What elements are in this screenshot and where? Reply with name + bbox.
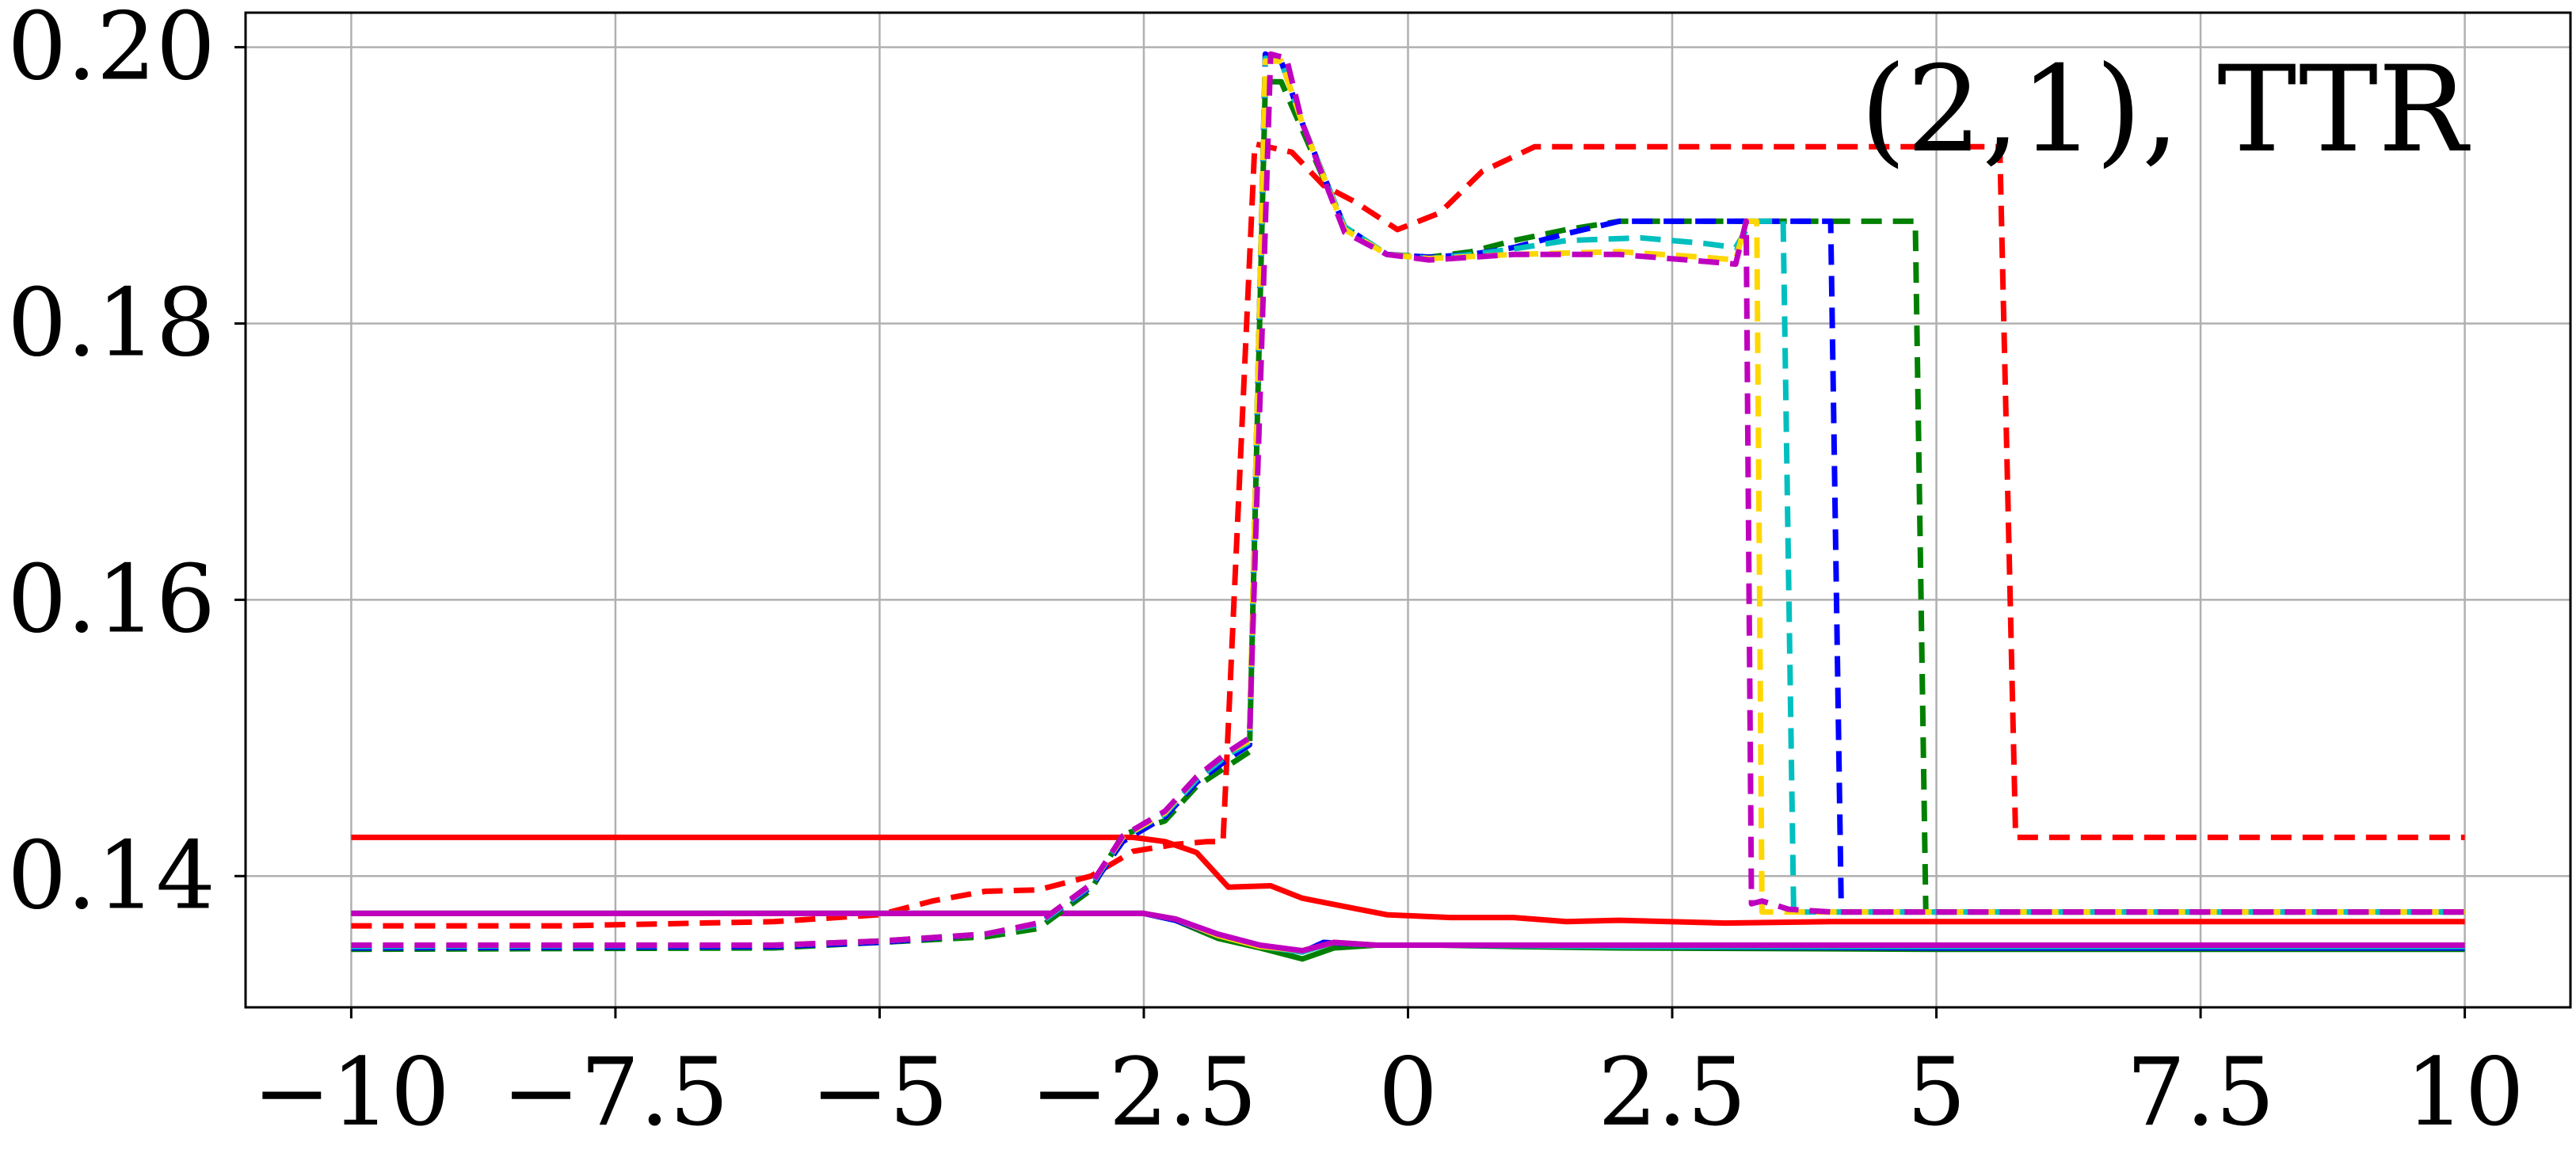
series-line-7 [351,78,2465,953]
series-line-10 [351,58,2465,948]
x-tick-label: −7.5 [502,1037,730,1147]
x-tick-label: 5 [1907,1037,1966,1147]
x-tick-label: 10 [2406,1037,2525,1147]
y-tick-label: 0.20 [7,0,215,101]
x-tick-label: −10 [253,1037,450,1147]
chart-annotation: (2,1), TTR [1860,41,2471,179]
y-tick-label: 0.16 [7,544,215,653]
x-tick-label: 0 [1378,1037,1438,1147]
series-lines [351,51,2465,962]
series-line-6 [351,910,2465,953]
y-tick-label: 0.18 [7,268,215,378]
y-tick-label: 0.14 [7,820,215,930]
series-line-1 [351,141,2465,929]
grid [246,13,2570,1007]
series-line-11 [351,51,2465,948]
axis-ticks: −10 −7.5 −5 −2.5 0 2.5 5 7.5 10 0.14 0.16 0.18 0.20 [7,0,2524,1147]
x-tick-label: −5 [810,1037,948,1147]
x-tick-label: −2.5 [1031,1037,1258,1147]
x-tick-label: 2.5 [1598,1037,1747,1147]
x-tick-label: 7.5 [2126,1037,2275,1147]
series-line-0 [351,834,2465,927]
